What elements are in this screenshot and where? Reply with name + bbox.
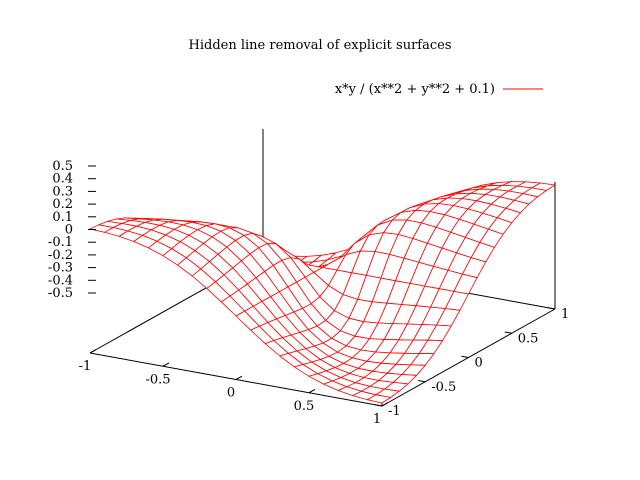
surface-facet xyxy=(366,394,392,404)
axis-ticks: -1-0.500.51-1-0.500.510.50.40.30.20.10-0… xyxy=(48,159,569,427)
z-tick-label: -0.2 xyxy=(48,248,73,263)
x-tick-mark xyxy=(235,375,243,380)
chart-title: Hidden line removal of explicit surfaces xyxy=(189,38,452,53)
z-tick-label: 0 xyxy=(65,223,73,238)
y-tick-label: -0.5 xyxy=(431,380,456,395)
x-tick-label: 0.5 xyxy=(294,399,315,414)
z-tick-label: -0.1 xyxy=(48,235,73,250)
y-tick-mark xyxy=(547,307,556,310)
y-tick-mark xyxy=(461,355,469,358)
x-tick-label: 1 xyxy=(373,412,381,427)
x-tick-mark xyxy=(162,362,170,367)
x-tick-mark xyxy=(89,349,97,354)
z-tick-label: 0.3 xyxy=(52,184,73,199)
y-tick-mark xyxy=(504,331,512,334)
z-tick-label: -0.4 xyxy=(48,273,73,288)
y-tick-mark xyxy=(418,379,426,383)
z-tick-label: -0.3 xyxy=(48,261,73,276)
surface-mesh xyxy=(89,181,556,404)
x-tick-mark xyxy=(308,389,316,394)
x-tick-label: -1 xyxy=(79,359,92,374)
z-tick-label: -0.5 xyxy=(48,286,73,301)
z-tick-label: 0.4 xyxy=(52,172,73,187)
x-tick-mark xyxy=(381,402,389,407)
z-tick-label: 0.2 xyxy=(52,197,73,212)
y-tick-mark xyxy=(374,404,383,407)
y-tick-label: 0 xyxy=(475,356,483,371)
legend: x*y / (x**2 + y**2 + 0.1) xyxy=(335,82,543,97)
y-tick-label: 0.5 xyxy=(518,331,539,346)
legend-label: x*y / (x**2 + y**2 + 0.1) xyxy=(335,82,495,97)
y-tick-label: 1 xyxy=(561,307,569,322)
z-tick-label: 0.5 xyxy=(52,159,73,174)
x-tick-label: 0 xyxy=(227,386,235,401)
x-tick-label: -0.5 xyxy=(145,372,170,387)
y-tick-label: -1 xyxy=(388,404,401,419)
z-tick-label: 0.1 xyxy=(52,210,73,225)
